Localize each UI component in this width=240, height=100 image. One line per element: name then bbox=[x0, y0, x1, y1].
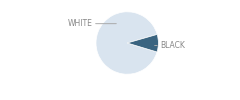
Wedge shape bbox=[96, 12, 157, 74]
Wedge shape bbox=[127, 34, 158, 52]
Text: BLACK: BLACK bbox=[155, 41, 185, 50]
Text: WHITE: WHITE bbox=[68, 19, 116, 28]
